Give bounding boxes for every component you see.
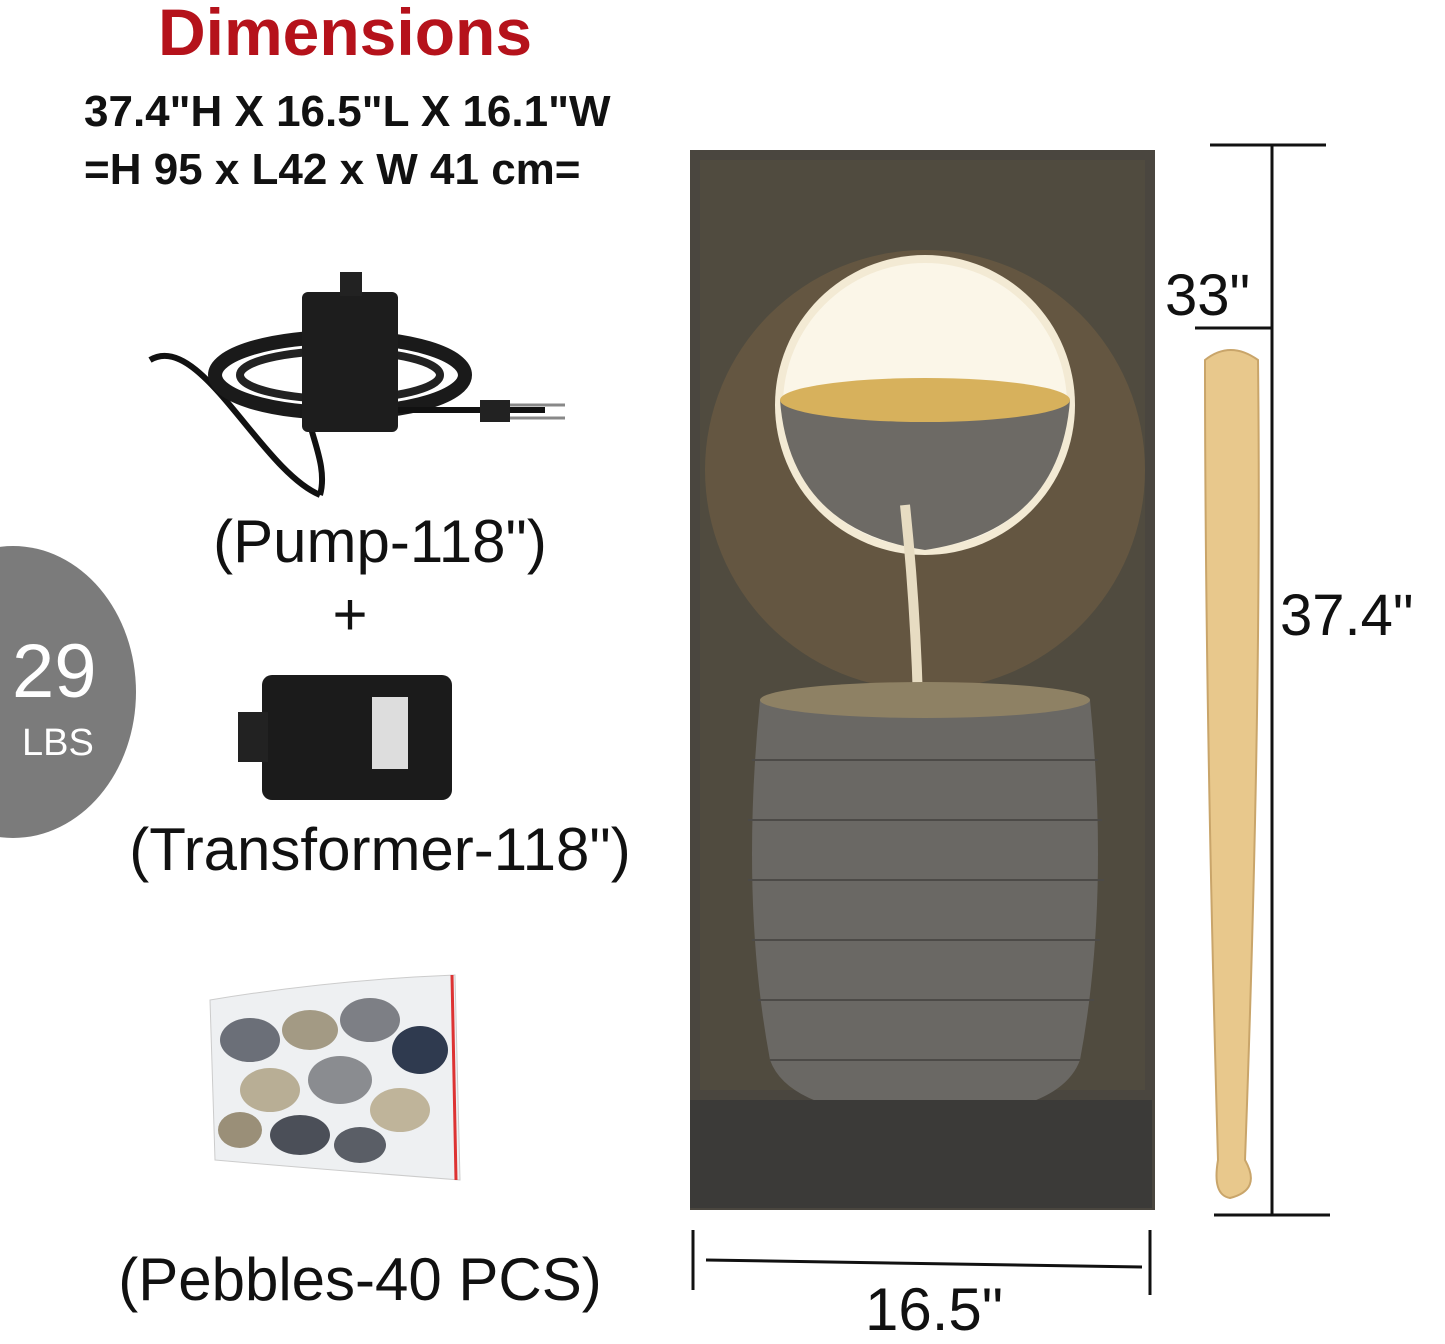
weight-badge [0,546,136,838]
transformer-label: (Transformer-118") [129,816,631,883]
spec-imperial: 37.4"H X 16.5"L X 16.1"W [84,87,611,136]
width-label: 16.5" [865,1276,1004,1343]
baseball-bat-image [1203,349,1260,1200]
fountain-image [690,150,1155,1210]
heading: Dimensions [157,0,533,69]
bat-height-label: 33" [1165,263,1251,328]
pump-image [148,272,565,498]
plus-sign: + [332,581,368,648]
total-height-label: 37.4" [1280,583,1414,648]
weight-unit: LBS [22,722,94,764]
dimension-lines [691,143,1330,1295]
pump-label: (Pump-118") [213,508,547,575]
pebbles-bag-image [209,974,461,1181]
weight-value: 29 [12,629,97,714]
pebbles-label: (Pebbles-40 PCS) [118,1246,602,1313]
spec-metric: =H 95 x L42 x W 41 cm= [84,145,581,194]
transformer-image [238,675,452,800]
